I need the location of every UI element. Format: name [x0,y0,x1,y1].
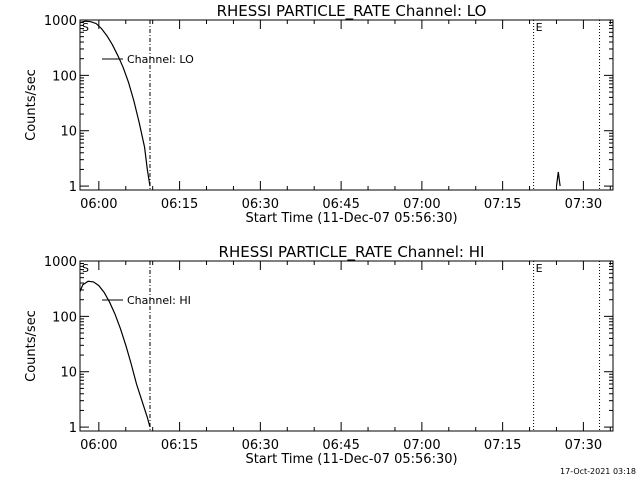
start-marker-label: S [82,21,89,34]
start-marker-label: S [82,262,89,275]
lo-channel-panel: RHESSI PARTICLE_RATE Channel: LO 1 10 100 10… [24,2,614,226]
x-tick-label: 06:30 [242,438,279,453]
generation-timestamp: 17-Oct-2021 03:18 [560,467,636,476]
legend-label: Channel: LO [127,53,194,66]
y-axis-label: Counts/sec [24,310,39,382]
plot-frame [79,19,614,191]
x-tick-label: 07:15 [484,197,521,212]
y-tick-label: 10 [60,366,77,381]
x-tick-label: 07:30 [565,197,602,212]
chart-title: RHESSI PARTICLE_RATE Channel: LO [217,2,487,21]
x-tick-label: 06:15 [161,438,198,453]
x-tick-label: 06:00 [80,438,117,453]
hi-channel-panel: RHESSI PARTICLE_RATE Channel: HI 1 10 100 10… [24,243,614,467]
y-tick-label: 10 [60,125,77,140]
x-tick-label: 07:15 [484,438,521,453]
x-tick-label: 06:30 [242,197,279,212]
y-tick-label: 1000 [44,14,77,29]
x-tick-label: 07:30 [565,438,602,453]
x-tick-label: 07:00 [403,438,440,453]
series-line [555,171,561,187]
chart-title: RHESSI PARTICLE_RATE Channel: HI [219,243,485,262]
y-tick-label: 1000 [44,255,77,270]
series-line [79,20,151,187]
y-axis-label: Counts/sec [24,69,39,141]
y-tick-label: 100 [52,69,77,84]
y-tick-label: 100 [52,310,77,325]
x-tick-label: 06:15 [161,197,198,212]
plot-frame [79,260,614,432]
x-tick-label: 06:45 [322,197,359,212]
x-tick-label: 06:45 [322,438,359,453]
y-tick-label: 1 [69,180,77,195]
end-marker-label: E [536,21,543,34]
x-axis-label: Start Time (11-Dec-07 05:56:30) [245,211,457,226]
x-tick-label: 06:00 [80,197,117,212]
x-axis-label: Start Time (11-Dec-07 05:56:30) [245,452,457,467]
x-tick-label: 07:00 [403,197,440,212]
end-marker-label: E [536,262,543,275]
series-line [79,280,151,428]
legend-label: Channel: HI [127,294,191,307]
y-tick-label: 1 [69,421,77,436]
